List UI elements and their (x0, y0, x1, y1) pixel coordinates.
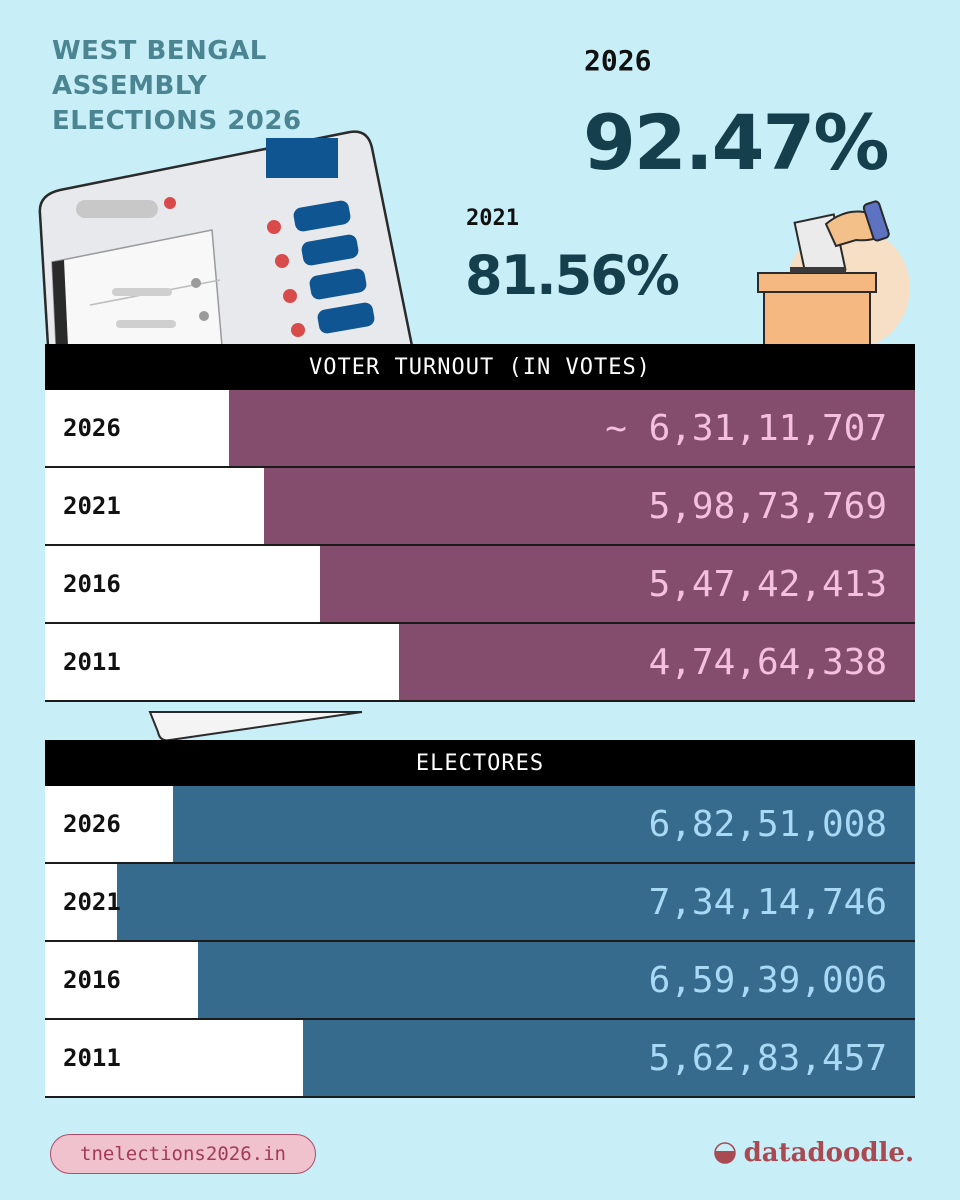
brand-name: datadoodle. (743, 1138, 914, 1168)
bar-row-2011: 2011 4,74,64,338 (45, 624, 915, 702)
bar-2026 (229, 390, 915, 466)
page-title: WEST BENGAL ASSEMBLY ELECTIONS 2026 (52, 34, 302, 139)
category-label-2016: 2016 (63, 570, 121, 598)
previous-turnout-percent: 81.56% (465, 244, 680, 307)
brand-mark-icon (713, 1142, 736, 1164)
bar-2016 (198, 942, 915, 1018)
electors-chart: ELECTORES 2026 6,82,51,008 2021 7,34,14,746… (45, 740, 915, 1098)
category-label-2026: 2026 (63, 810, 121, 838)
bar-row-2016: 2016 5,47,42,413 (45, 546, 915, 624)
title-line-1: WEST BENGAL (52, 36, 267, 66)
data-label-2016: 6,59,39,006 (648, 959, 887, 1001)
bar-row-2026: 2026 ~ 6,31,11,707 (45, 390, 915, 468)
data-label-2021: 7,34,14,746 (648, 881, 887, 923)
data-label-2016: 5,47,42,413 (648, 563, 887, 605)
current-turnout-percent: 92.47% (583, 98, 890, 187)
bar-2011 (399, 624, 915, 700)
title-line-2: ASSEMBLY (52, 71, 208, 101)
category-label-2016: 2016 (63, 966, 121, 994)
data-label-2026: ~ 6,31,11,707 (605, 407, 887, 449)
brand-logo: datadoodle. (713, 1138, 914, 1168)
category-label-2011: 2011 (63, 648, 121, 676)
bar-2016 (320, 546, 915, 622)
bar-2011 (303, 1020, 915, 1096)
bar-row-2021: 2021 5,98,73,769 (45, 468, 915, 546)
bar-row-2011: 2011 5,62,83,457 (45, 1020, 915, 1098)
electors-chart-title: ELECTORES (45, 740, 915, 786)
category-label-2021: 2021 (63, 888, 121, 916)
bar-2026 (173, 786, 915, 862)
category-label-2011: 2011 (63, 1044, 121, 1072)
current-turnout-year: 2026 (584, 44, 652, 77)
category-label-2021: 2021 (63, 492, 121, 520)
voter-turnout-chart: VOTER TURNOUT (IN VOTES) 2026 ~ 6,31,11,7… (45, 344, 915, 702)
data-label-2011: 5,62,83,457 (648, 1037, 887, 1079)
data-label-2021: 5,98,73,769 (648, 485, 887, 527)
title-line-3: ELECTIONS 2026 (52, 106, 302, 136)
bar-row-2016: 2016 6,59,39,006 (45, 942, 915, 1020)
bar-row-2026: 2026 6,82,51,008 (45, 786, 915, 864)
bar-2021 (264, 468, 915, 544)
data-label-2011: 4,74,64,338 (648, 641, 887, 683)
bar-row-2021: 2021 7,34,14,746 (45, 864, 915, 942)
voter-turnout-chart-title: VOTER TURNOUT (IN VOTES) (45, 344, 915, 390)
bar-2021 (117, 864, 915, 940)
category-label-2026: 2026 (63, 414, 121, 442)
previous-turnout-year: 2021 (466, 206, 519, 231)
data-label-2026: 6,82,51,008 (648, 803, 887, 845)
ballot-box-icon (757, 200, 910, 350)
website-link[interactable]: tnelections2026.in (50, 1134, 316, 1174)
voting-machine-icon (38, 130, 414, 348)
